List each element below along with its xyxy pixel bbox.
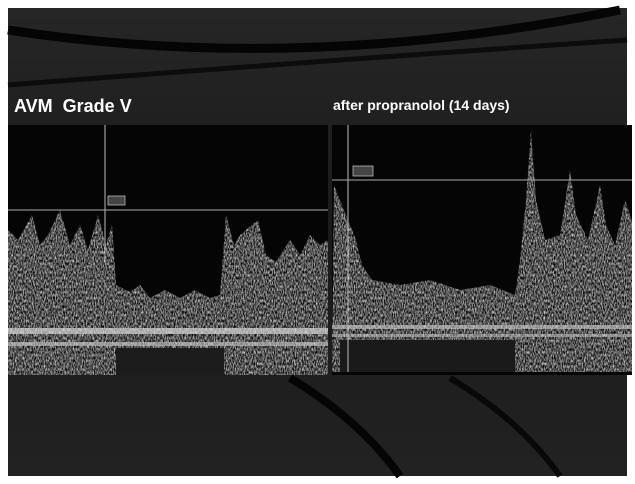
panel-title: AVM Grade V	[14, 96, 132, 116]
decor-arc	[448, 375, 563, 478]
doppler-panel	[332, 125, 632, 375]
decor-arc	[7, 5, 621, 53]
decor-arc	[7, 37, 628, 88]
panel-title: after propranolol (14 days)	[333, 97, 510, 113]
decor-arc	[287, 374, 404, 479]
doppler-panel	[8, 125, 328, 375]
